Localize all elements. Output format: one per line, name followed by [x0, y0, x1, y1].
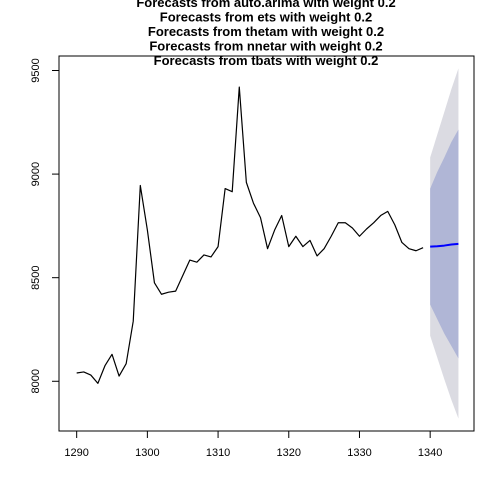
x-tick-label: 1310 — [206, 447, 230, 459]
forecast-series-line — [430, 242, 459, 248]
y-tick-label: 8500 — [30, 265, 42, 289]
y-axis: 8000 8500 9000 9500 — [30, 58, 60, 394]
title-line-3: Forecasts from thetam with weight 0.2 — [148, 24, 384, 39]
chart-title-block: Forecasts from auto.arima with weight 0.… — [136, 0, 395, 68]
interval-band-80 — [430, 129, 459, 359]
x-tick-label: 1320 — [277, 447, 301, 459]
prediction-intervals — [430, 68, 459, 419]
x-tick-label: 1330 — [347, 447, 371, 459]
y-tick-label: 8000 — [30, 369, 42, 393]
series-lines — [76, 86, 459, 384]
title-line-4: Forecasts from nnetar with weight 0.2 — [149, 39, 382, 54]
x-tick-label: 1340 — [418, 447, 442, 459]
y-tick-label: 9500 — [30, 58, 42, 82]
title-line-1: Forecasts from auto.arima with weight 0.… — [136, 0, 395, 10]
x-axis: 1290 1300 1310 1320 1330 1340 — [64, 430, 442, 459]
title-line-5: Forecasts from tbats with weight 0.2 — [154, 53, 379, 68]
x-tick-label: 1300 — [135, 447, 159, 459]
x-tick-label: 1290 — [64, 447, 88, 459]
y-tick-label: 9000 — [30, 162, 42, 186]
title-line-2: Forecasts from ets with weight 0.2 — [160, 10, 372, 25]
observed-series-line — [76, 86, 424, 384]
